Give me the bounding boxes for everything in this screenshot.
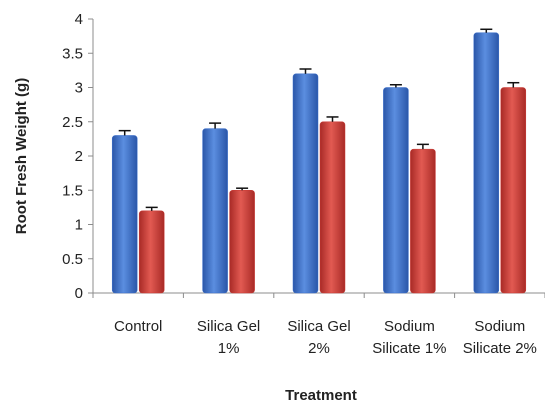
y-tick-label: 1 — [75, 217, 83, 234]
bar-series-1 — [292, 73, 319, 294]
x-axis-categories: Control Silica Gel 1% Silica Gel 2% Sodium Sil… — [92, 293, 545, 357]
bar-series-2 — [138, 210, 165, 294]
x-category-label: Silicate 2% — [463, 340, 537, 357]
bar-series-1 — [202, 128, 228, 294]
x-category-label: 1% — [218, 340, 240, 357]
bar-series-1 — [473, 32, 500, 294]
bar-series-2 — [500, 87, 527, 294]
y-tick-label: 0 — [75, 285, 83, 302]
bar-series-2 — [229, 190, 255, 294]
y-tick-label: 4 — [75, 11, 83, 28]
error-bars — [118, 28, 520, 211]
x-category-label: Sodium — [474, 318, 525, 335]
x-category-label: 2% — [308, 340, 330, 357]
bar-series-2 — [319, 121, 346, 294]
bars — [111, 32, 527, 294]
bar-series-1 — [111, 135, 138, 294]
y-tick-label: 3 — [75, 80, 83, 97]
y-tick-label: 2.5 — [62, 114, 83, 131]
y-tick-label: 1.5 — [62, 182, 83, 199]
x-category-label: Sodium — [384, 318, 435, 335]
x-axis-title: Treatment — [285, 387, 357, 404]
x-category-label: Silica Gel — [287, 318, 350, 335]
y-axis-ticks: 0 0.5 1 1.5 2 2.5 3 3.5 4 — [62, 11, 93, 302]
y-tick-label: 2 — [75, 148, 83, 165]
bar-series-1 — [383, 87, 409, 294]
bar-series-2 — [410, 148, 436, 294]
y-axis-title: Root Fresh Weight (g) — [13, 78, 30, 234]
y-tick-label: 3.5 — [62, 45, 83, 62]
y-tick-label: 0.5 — [62, 251, 83, 268]
x-category-label: Silicate 1% — [372, 340, 446, 357]
x-category-label: Silica Gel — [197, 318, 260, 335]
x-category-label: Control — [114, 318, 162, 335]
